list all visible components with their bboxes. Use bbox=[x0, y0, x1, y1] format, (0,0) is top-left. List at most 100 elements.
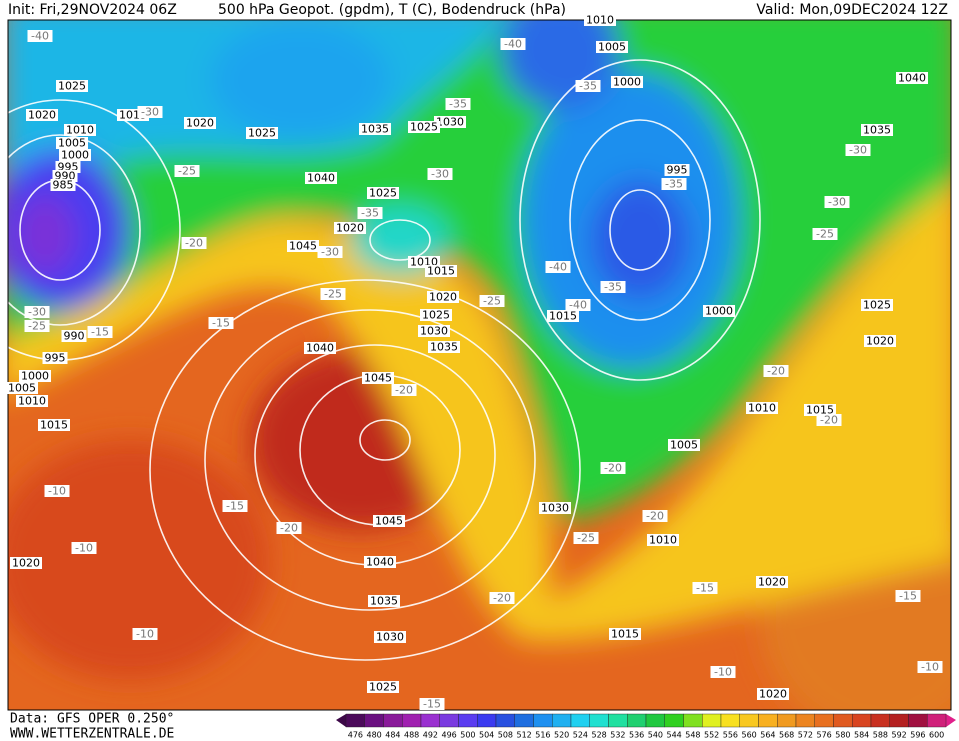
pressure-label: 1000 bbox=[705, 305, 733, 318]
pressure-label: 1010 bbox=[18, 395, 46, 408]
map-label-box bbox=[222, 500, 248, 512]
map-label-box bbox=[367, 681, 399, 693]
map-label-box bbox=[575, 80, 601, 92]
temperature-label: -20 bbox=[604, 462, 622, 475]
colorbar-box bbox=[627, 713, 647, 728]
map-label-box bbox=[10, 557, 42, 569]
map-label-box bbox=[917, 661, 943, 673]
pressure-label: 1020 bbox=[12, 557, 40, 570]
pressure-label: 1015 bbox=[549, 310, 577, 323]
map-label-box bbox=[50, 179, 76, 191]
map-label-box bbox=[479, 295, 505, 307]
colorbar-label: 504 bbox=[479, 731, 494, 740]
colorbar-label: 516 bbox=[535, 731, 550, 740]
valid-time: Valid: Mon,09DEC2024 12Z bbox=[756, 2, 948, 18]
temperature-label: -25 bbox=[324, 288, 342, 301]
temperature-label: -20 bbox=[395, 384, 413, 397]
colorbar-label: 548 bbox=[685, 731, 700, 740]
map-label-box bbox=[246, 127, 278, 139]
temperature-label: -15 bbox=[91, 326, 109, 339]
map-label-box bbox=[573, 532, 599, 544]
map-title: 500 hPa Geopot. (gpdm), T (C), Bodendruc… bbox=[218, 2, 566, 18]
map-label-box bbox=[391, 384, 417, 396]
map-label-box bbox=[208, 317, 234, 329]
pressure-label: 1035 bbox=[863, 124, 891, 137]
colorbar-label: 528 bbox=[591, 731, 606, 740]
colorbar-box bbox=[458, 713, 478, 728]
pressure-label: 1025 bbox=[863, 299, 891, 312]
colorbar-box bbox=[345, 713, 365, 728]
temperature-label: -15 bbox=[696, 582, 714, 595]
map-label-box bbox=[647, 534, 679, 546]
map-label-box bbox=[896, 72, 928, 84]
pressure-label: 1025 bbox=[58, 80, 86, 93]
temperature-label: -25 bbox=[28, 320, 46, 333]
pressure-label: 1005 bbox=[58, 137, 86, 150]
map-label-box bbox=[59, 149, 91, 161]
colorbar-label: 512 bbox=[516, 731, 531, 740]
map-label-box bbox=[812, 228, 838, 240]
pressure-label: 1015 bbox=[40, 419, 68, 432]
colorbar-box bbox=[889, 713, 909, 728]
map-label-box bbox=[539, 502, 571, 514]
colorbar-box bbox=[927, 713, 947, 728]
map-label-box bbox=[362, 372, 394, 384]
map-label-box bbox=[334, 222, 366, 234]
temperature-label: -40 bbox=[549, 261, 567, 274]
map-label-box bbox=[489, 592, 515, 604]
colorbar-label: 580 bbox=[835, 731, 850, 740]
pressure-label: 1000 bbox=[61, 149, 89, 162]
map-label-box bbox=[71, 542, 97, 554]
pressure-label: 1030 bbox=[541, 502, 569, 515]
map-label-box bbox=[425, 265, 457, 277]
map-label-box bbox=[642, 510, 668, 522]
temperature-label: -20 bbox=[280, 522, 298, 535]
colorbar-box bbox=[420, 713, 440, 728]
map-label-box bbox=[374, 631, 406, 643]
colorbar-label: 544 bbox=[666, 731, 681, 740]
map-label-box bbox=[408, 121, 440, 133]
map-label-box bbox=[61, 330, 87, 342]
map-label-box bbox=[6, 382, 38, 394]
pressure-label: 1020 bbox=[866, 335, 894, 348]
temperature-label: -25 bbox=[483, 295, 501, 308]
pressure-label: 1015 bbox=[427, 265, 455, 278]
temperature-label: -10 bbox=[921, 661, 939, 674]
pressure-label: 1020 bbox=[759, 688, 787, 701]
temperature-label: -15 bbox=[212, 317, 230, 330]
temperature-label: -35 bbox=[361, 207, 379, 220]
colorbar-label: 576 bbox=[816, 731, 831, 740]
pressure-label: 1040 bbox=[306, 342, 334, 355]
colorbar-label: 520 bbox=[554, 731, 569, 740]
temperature-label: -30 bbox=[141, 106, 159, 119]
pressure-label: 1020 bbox=[429, 291, 457, 304]
colorbar-label: 532 bbox=[610, 731, 625, 740]
pressure-label: 1005 bbox=[8, 382, 36, 395]
pressure-label: 990 bbox=[64, 330, 85, 343]
pressure-label: 1025 bbox=[422, 309, 450, 322]
temperature-label: -40 bbox=[504, 38, 522, 51]
map-label-box bbox=[24, 320, 50, 332]
colorbar-box bbox=[683, 713, 703, 728]
temperature-label: -30 bbox=[431, 168, 449, 181]
colorbar-label: 500 bbox=[460, 731, 475, 740]
map-label-box bbox=[661, 178, 687, 190]
colorbar-label: 592 bbox=[891, 731, 906, 740]
temperature-label: -25 bbox=[577, 532, 595, 545]
colorbar-box bbox=[495, 713, 515, 728]
temperature-label: -40 bbox=[569, 299, 587, 312]
map-label-box bbox=[174, 165, 200, 177]
map-label-box bbox=[181, 237, 207, 249]
temperature-label: -30 bbox=[828, 196, 846, 209]
colorbar-box bbox=[664, 713, 684, 728]
temperature-label: -20 bbox=[185, 237, 203, 250]
colorbar-label: 568 bbox=[779, 731, 794, 740]
map-label-box bbox=[320, 288, 346, 300]
map-label-box bbox=[418, 325, 450, 337]
temperature-label: -20 bbox=[646, 510, 664, 523]
colorbar-box bbox=[795, 713, 815, 728]
pressure-label: 1005 bbox=[598, 41, 626, 54]
pressure-label: 995 bbox=[45, 352, 66, 365]
map-label-box bbox=[757, 688, 789, 700]
temperature-label: -15 bbox=[899, 590, 917, 603]
